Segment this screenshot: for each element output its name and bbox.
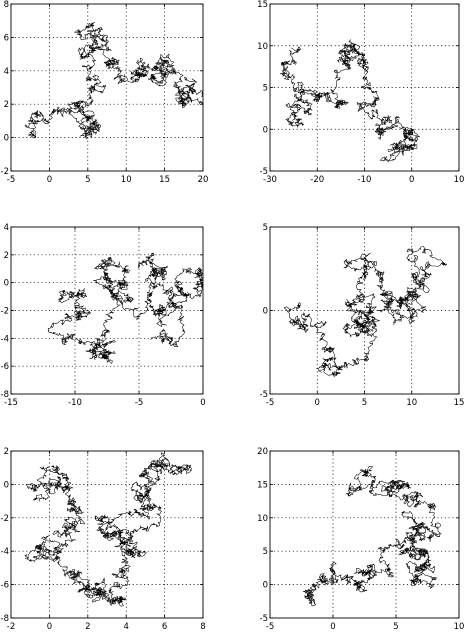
y-tick-label: -6 <box>1 362 9 372</box>
x-tick-label: 8 <box>200 622 205 632</box>
y-tick-label: -5 <box>260 167 268 177</box>
y-tick-label: -5 <box>260 390 268 400</box>
y-tick-label: 0 <box>263 307 268 317</box>
y-tick-label: 5 <box>263 223 268 233</box>
x-tick-label: 6 <box>162 622 167 632</box>
x-tick-label: -15 <box>4 398 18 408</box>
x-tick-label: -10 <box>358 175 372 185</box>
y-tick-label: -8 <box>1 390 9 400</box>
x-tick-label: 0 <box>47 622 52 632</box>
panel-6: -5 0 5 10 -5 0 5 10 15 20 <box>257 447 464 632</box>
y-tick-label: 5 <box>263 84 268 94</box>
series-trace-1 <box>280 39 420 162</box>
y-tick-label: -4 <box>1 334 9 344</box>
y-tick-label: 0 <box>4 480 9 490</box>
x-tick-label: 10 <box>454 175 465 185</box>
y-tick-label: -4 <box>1 547 9 557</box>
y-tick-label: -8 <box>1 614 9 624</box>
x-tick-label: 10 <box>121 175 132 185</box>
panel-5: -2 0 2 4 6 8 -8 -6 -4 -2 0 2 <box>1 447 206 632</box>
x-tick-label: 5 <box>85 175 90 185</box>
y-tick-label: -5 <box>260 614 268 624</box>
y-tick-label: -2 <box>1 167 9 177</box>
y-tick-label: 8 <box>4 0 9 10</box>
x-tick-label: -10 <box>68 398 82 408</box>
series-trace-1 <box>24 452 192 607</box>
x-tick-label: 5 <box>393 622 398 632</box>
axes-frame <box>269 450 460 619</box>
y-tick-label: -2 <box>1 307 9 317</box>
panel-4: -5 0 5 10 15 -5 0 5 <box>260 223 465 408</box>
x-tick-label: 0 <box>315 398 320 408</box>
y-tick-label: 2 <box>4 447 9 457</box>
x-tick-label: 0 <box>200 398 205 408</box>
x-tick-label: 0 <box>409 175 414 185</box>
axes-frame <box>10 450 204 619</box>
y-tick-label: 10 <box>257 514 268 524</box>
y-tick-label: 4 <box>4 223 9 233</box>
x-tick-label: 20 <box>198 175 209 185</box>
y-tick-label: 5 <box>263 547 268 557</box>
x-tick-label: 0 <box>47 175 52 185</box>
y-tick-label: 15 <box>257 0 268 10</box>
y-tick-label: 0 <box>263 581 268 591</box>
x-tick-label: 5 <box>362 398 367 408</box>
x-tick-label: 15 <box>454 398 465 408</box>
axes-frame <box>10 3 204 172</box>
x-tick-label: -5 <box>7 175 15 185</box>
y-tick-label: 6 <box>4 33 9 43</box>
x-tick-label: -5 <box>266 622 274 632</box>
y-tick-label: -2 <box>1 514 9 524</box>
y-tick-label: -6 <box>1 581 9 591</box>
x-tick-label: -20 <box>310 175 324 185</box>
x-tick-label: -5 <box>266 398 274 408</box>
x-tick-label: -5 <box>135 398 143 408</box>
y-tick-label: 2 <box>4 251 9 261</box>
x-tick-label: 2 <box>85 622 90 632</box>
y-tick-label: 0 <box>4 279 9 289</box>
series-trace-1 <box>283 246 448 377</box>
y-tick-label: 2 <box>4 100 9 110</box>
series-trace-1 <box>302 466 442 607</box>
x-tick-label: 10 <box>406 398 417 408</box>
series-trace-1 <box>47 252 203 364</box>
y-tick-label: 0 <box>263 125 268 135</box>
panel-3: -15 -10 -5 0 -8 -6 -4 -2 0 2 4 <box>1 223 206 408</box>
x-tick-label: 4 <box>123 622 128 632</box>
panel-1: -5 0 5 10 15 20 -2 0 2 4 6 8 <box>1 0 209 185</box>
y-tick-label: 15 <box>257 480 268 490</box>
y-tick-label: 10 <box>257 42 268 52</box>
y-tick-label: 4 <box>4 67 9 77</box>
series-trace-1 <box>24 21 203 139</box>
x-tick-label: -2 <box>7 622 15 632</box>
y-tick-label: 0 <box>4 134 9 144</box>
x-tick-label: -30 <box>263 175 277 185</box>
x-tick-label: 0 <box>330 622 335 632</box>
x-tick-label: 10 <box>454 622 465 632</box>
panel-2: -30 -20 -10 0 10 -5 0 5 10 15 <box>257 0 464 185</box>
y-tick-label: 20 <box>257 447 268 457</box>
x-tick-label: 15 <box>159 175 170 185</box>
